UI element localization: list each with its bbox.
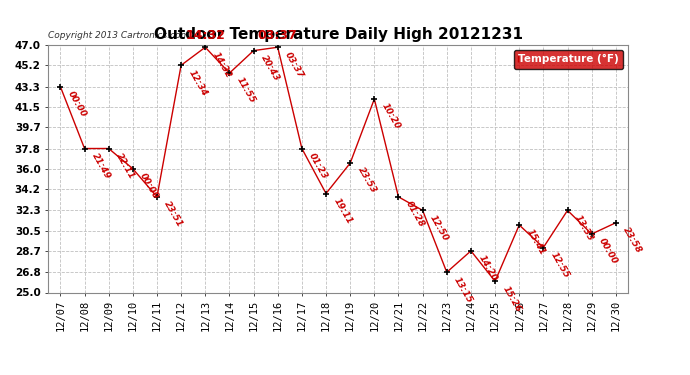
Text: 22:11: 22:11 [115,151,137,181]
Text: 11:55: 11:55 [235,76,257,105]
Text: 14:32: 14:32 [186,29,225,42]
Text: 19:11: 19:11 [332,196,354,226]
Title: Outdoor Temperature Daily High 20121231: Outdoor Temperature Daily High 20121231 [154,27,522,42]
Text: 15:26: 15:26 [501,284,523,314]
Text: 03:37: 03:37 [258,29,297,42]
Text: 10:20: 10:20 [380,102,402,131]
Text: 01:23: 01:23 [308,151,330,181]
Text: Copyright 2013 Cartronics.com: Copyright 2013 Cartronics.com [48,31,190,40]
Text: 00:00: 00:00 [598,237,620,266]
Text: 01:28: 01:28 [404,200,426,229]
Text: 21:49: 21:49 [90,151,112,181]
Text: 14:20: 14:20 [477,254,499,283]
Text: 12:50: 12:50 [428,213,451,243]
Text: 13:15: 13:15 [453,275,475,304]
Text: 20:43: 20:43 [259,53,282,83]
Text: 13:33: 13:33 [573,213,595,243]
Text: 12:34: 12:34 [187,68,209,98]
Text: 23:53: 23:53 [356,166,378,195]
Text: 23:51: 23:51 [163,200,185,229]
Text: 14:32: 14:32 [211,50,233,80]
Text: 15:41: 15:41 [525,228,547,257]
Text: 00:00: 00:00 [139,171,161,201]
Text: 23:58: 23:58 [622,225,644,255]
Legend: Temperature (°F): Temperature (°F) [513,50,622,69]
Text: 12:55: 12:55 [549,250,571,280]
Text: 03:37: 03:37 [284,50,306,80]
Text: 00:00: 00:00 [66,89,88,119]
